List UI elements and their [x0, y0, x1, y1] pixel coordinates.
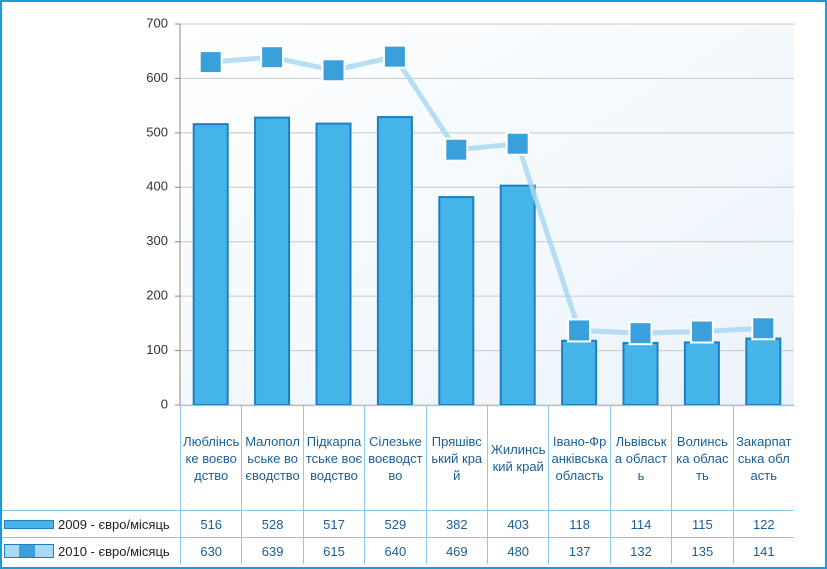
table-value: 382: [425, 510, 487, 537]
bar: [254, 116, 291, 406]
table-value: 141: [732, 537, 794, 564]
marker: [751, 316, 776, 341]
y-tick-label: 0: [161, 396, 168, 411]
table-value: 528: [241, 510, 303, 537]
bar: [683, 341, 720, 406]
legend-label: 2009 - євро/місяць: [58, 516, 170, 532]
x-tick-label: Закарпатська область: [732, 405, 794, 510]
table-value: 639: [241, 537, 303, 564]
marker: [689, 319, 714, 344]
legend-swatch: [4, 544, 54, 558]
marker: [444, 137, 469, 162]
table-value: 122: [732, 510, 794, 537]
table-value: 403: [487, 510, 549, 537]
y-tick-label: 500: [146, 124, 168, 139]
bar: [622, 341, 659, 406]
x-tick-label: Львівська область: [609, 405, 672, 510]
marker: [628, 321, 653, 346]
x-tick-label: Люблінське воєводство: [180, 405, 242, 510]
x-tick-label: Жилинський край: [487, 405, 549, 510]
x-tick-label: Волинська область: [671, 405, 733, 510]
x-tick-label: Малопольське воєводство: [241, 405, 303, 510]
y-tick-label: 700: [146, 15, 168, 30]
table-value: 137: [548, 537, 610, 564]
y-tick-label: 200: [146, 288, 168, 303]
x-tick-label: Сілезьке воєводство: [364, 405, 426, 510]
table-value: 469: [425, 537, 487, 564]
table-value: 615: [302, 537, 365, 564]
bar: [376, 116, 413, 407]
table-value: 114: [609, 510, 672, 537]
table-value: 529: [364, 510, 426, 537]
table-value: 480: [487, 537, 549, 564]
marker: [260, 45, 285, 70]
marker: [567, 318, 592, 343]
legend-label: 2010 - євро/місяць: [58, 543, 170, 559]
bar: [561, 339, 598, 407]
table-value: 132: [609, 537, 672, 564]
legend-swatch: [4, 519, 54, 529]
table-value: 115: [671, 510, 733, 537]
table-value: 135: [671, 537, 733, 564]
marker: [505, 131, 530, 156]
table-value: 516: [180, 510, 242, 537]
y-tick-label: 100: [146, 342, 168, 357]
bar: [499, 184, 536, 406]
y-tick-label: 300: [146, 233, 168, 248]
legend-entry: 2009 - євро/місяць: [2, 510, 180, 537]
marker: [198, 50, 223, 75]
bar: [745, 337, 782, 406]
line: [210, 53, 764, 336]
x-tick-label: Підкарпатське воєводство: [302, 405, 365, 510]
table-value: 118: [548, 510, 610, 537]
x-tick-label: Пряшівський край: [425, 405, 487, 510]
table-value: 630: [180, 537, 242, 564]
bar: [438, 196, 475, 406]
y-tick-label: 600: [146, 70, 168, 85]
marker: [382, 44, 407, 69]
legend-entry: 2010 - євро/місяць: [2, 537, 180, 564]
marker: [321, 58, 346, 83]
table-value: 640: [364, 537, 426, 564]
x-tick-label: Івано-Франківська область: [548, 405, 610, 510]
bar: [315, 122, 352, 407]
bar: [192, 123, 229, 407]
table-value: 517: [302, 510, 365, 537]
y-tick-label: 400: [146, 179, 168, 194]
